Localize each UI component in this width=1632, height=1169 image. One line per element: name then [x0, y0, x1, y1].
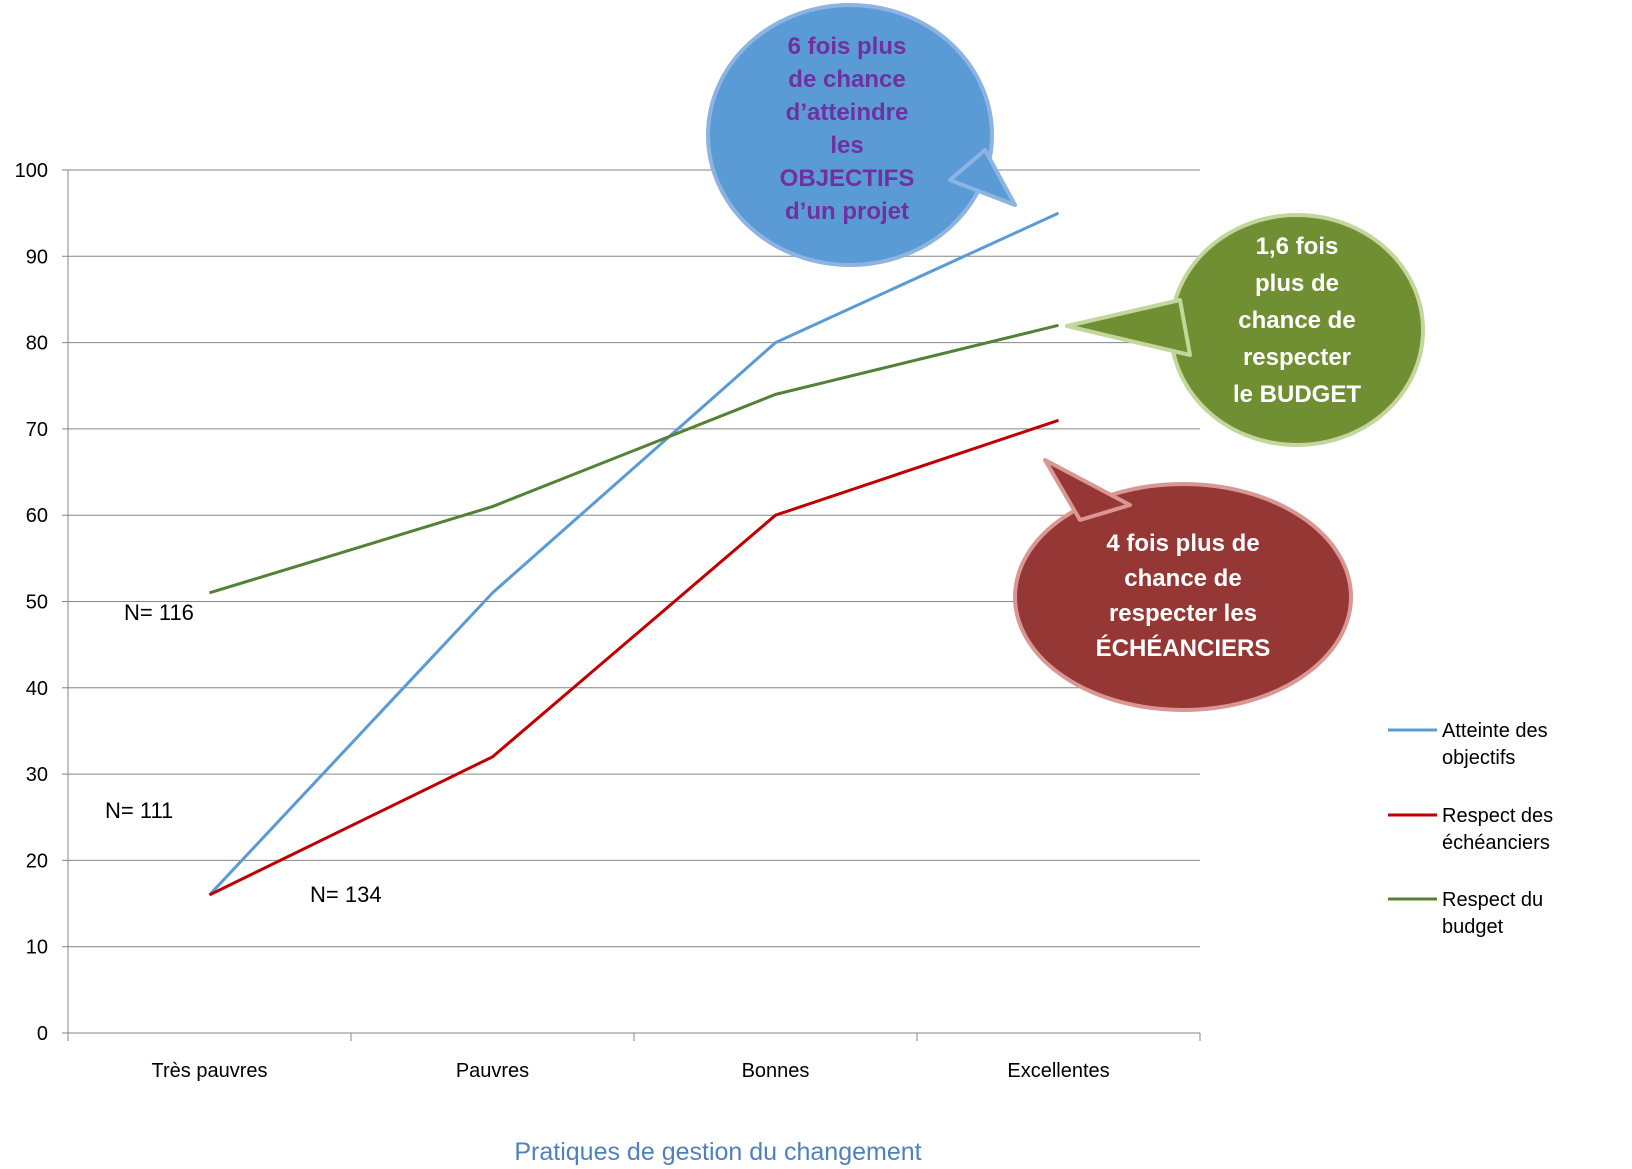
annotations: N= 116 N= 111 N= 134 6 fois plus de chance d’… — [105, 3, 1425, 907]
callout-text: OBJECTIFS — [780, 165, 915, 192]
x-tick-label: Excellentes — [1007, 1060, 1109, 1082]
series-line — [208, 418, 1059, 897]
legend-label: Respect du — [1442, 889, 1543, 911]
legend: Atteinte des objectifs Respect des échéanci… — [1388, 720, 1553, 938]
y-tick-label: 30 — [26, 764, 48, 786]
y-tick-label: 80 — [26, 333, 48, 355]
series-line — [209, 323, 1059, 595]
axes: 0 10 20 30 40 50 60 70 80 90 100 Très pauvres Pauvre… — [15, 160, 1201, 1082]
legend-label: Respect des — [1442, 805, 1553, 827]
callout-text: les — [830, 132, 863, 159]
callout-pointer — [1065, 298, 1192, 357]
y-tick-label: 0 — [37, 1023, 48, 1045]
callout-ellipse — [706, 3, 994, 267]
y-tick-label: 40 — [26, 678, 48, 700]
y-tick-label: 60 — [26, 505, 48, 527]
callout-text: plus de — [1255, 270, 1339, 297]
callout-text: d’atteindre — [786, 99, 909, 126]
callout-text: d’un projet — [785, 198, 909, 225]
y-tick-label: 50 — [26, 592, 48, 614]
callout-bubble: 4 fois plus de chance de respecter les ÉCHÉ… — [1013, 458, 1353, 712]
y-tick-label: 10 — [26, 937, 48, 959]
gridlines — [68, 169, 1200, 948]
callout-text: 1,6 fois — [1256, 233, 1339, 260]
x-tick-label: Bonnes — [742, 1060, 810, 1082]
callout-text: ÉCHÉANCIERS — [1096, 634, 1271, 662]
series-line — [208, 211, 1060, 896]
callout-bubble: 6 fois plus de chance d’atteindre les OBJECT… — [706, 3, 1017, 267]
callout-pointer — [1043, 458, 1132, 522]
callout-text: le BUDGET — [1233, 381, 1361, 408]
callout-text: respecter — [1243, 344, 1351, 371]
y-tick-label: 20 — [26, 850, 48, 872]
sample-size-label: N= 111 — [105, 798, 173, 823]
callout-text: chance de — [1124, 565, 1241, 592]
callout-text: 4 fois plus de — [1106, 530, 1259, 557]
series-lines — [208, 211, 1060, 897]
callout-text: 6 fois plus — [788, 33, 907, 60]
y-tick-label: 90 — [26, 246, 48, 268]
callout-bubble: 1,6 fois plus de chance de respecter le BUDG… — [1065, 213, 1425, 447]
legend-label: Atteinte des — [1442, 720, 1548, 742]
legend-label: budget — [1442, 916, 1504, 938]
callout-text: respecter les — [1109, 600, 1257, 627]
x-tick-label: Très pauvres — [152, 1060, 268, 1082]
callout-text: chance de — [1238, 307, 1355, 334]
x-tick-label: Pauvres — [456, 1060, 529, 1082]
callout-text: de chance — [788, 66, 905, 93]
callout-ellipse — [1013, 482, 1353, 712]
y-tick-label: 100 — [15, 160, 48, 182]
x-axis-title: Pratiques de gestion du changement — [514, 1138, 921, 1166]
legend-label: échéanciers — [1442, 832, 1550, 854]
legend-label: objectifs — [1442, 747, 1515, 769]
callout-pointer — [948, 148, 1017, 207]
y-tick-label: 70 — [26, 419, 48, 441]
sample-size-label: N= 116 — [124, 600, 194, 625]
sample-size-label: N= 134 — [310, 882, 382, 907]
